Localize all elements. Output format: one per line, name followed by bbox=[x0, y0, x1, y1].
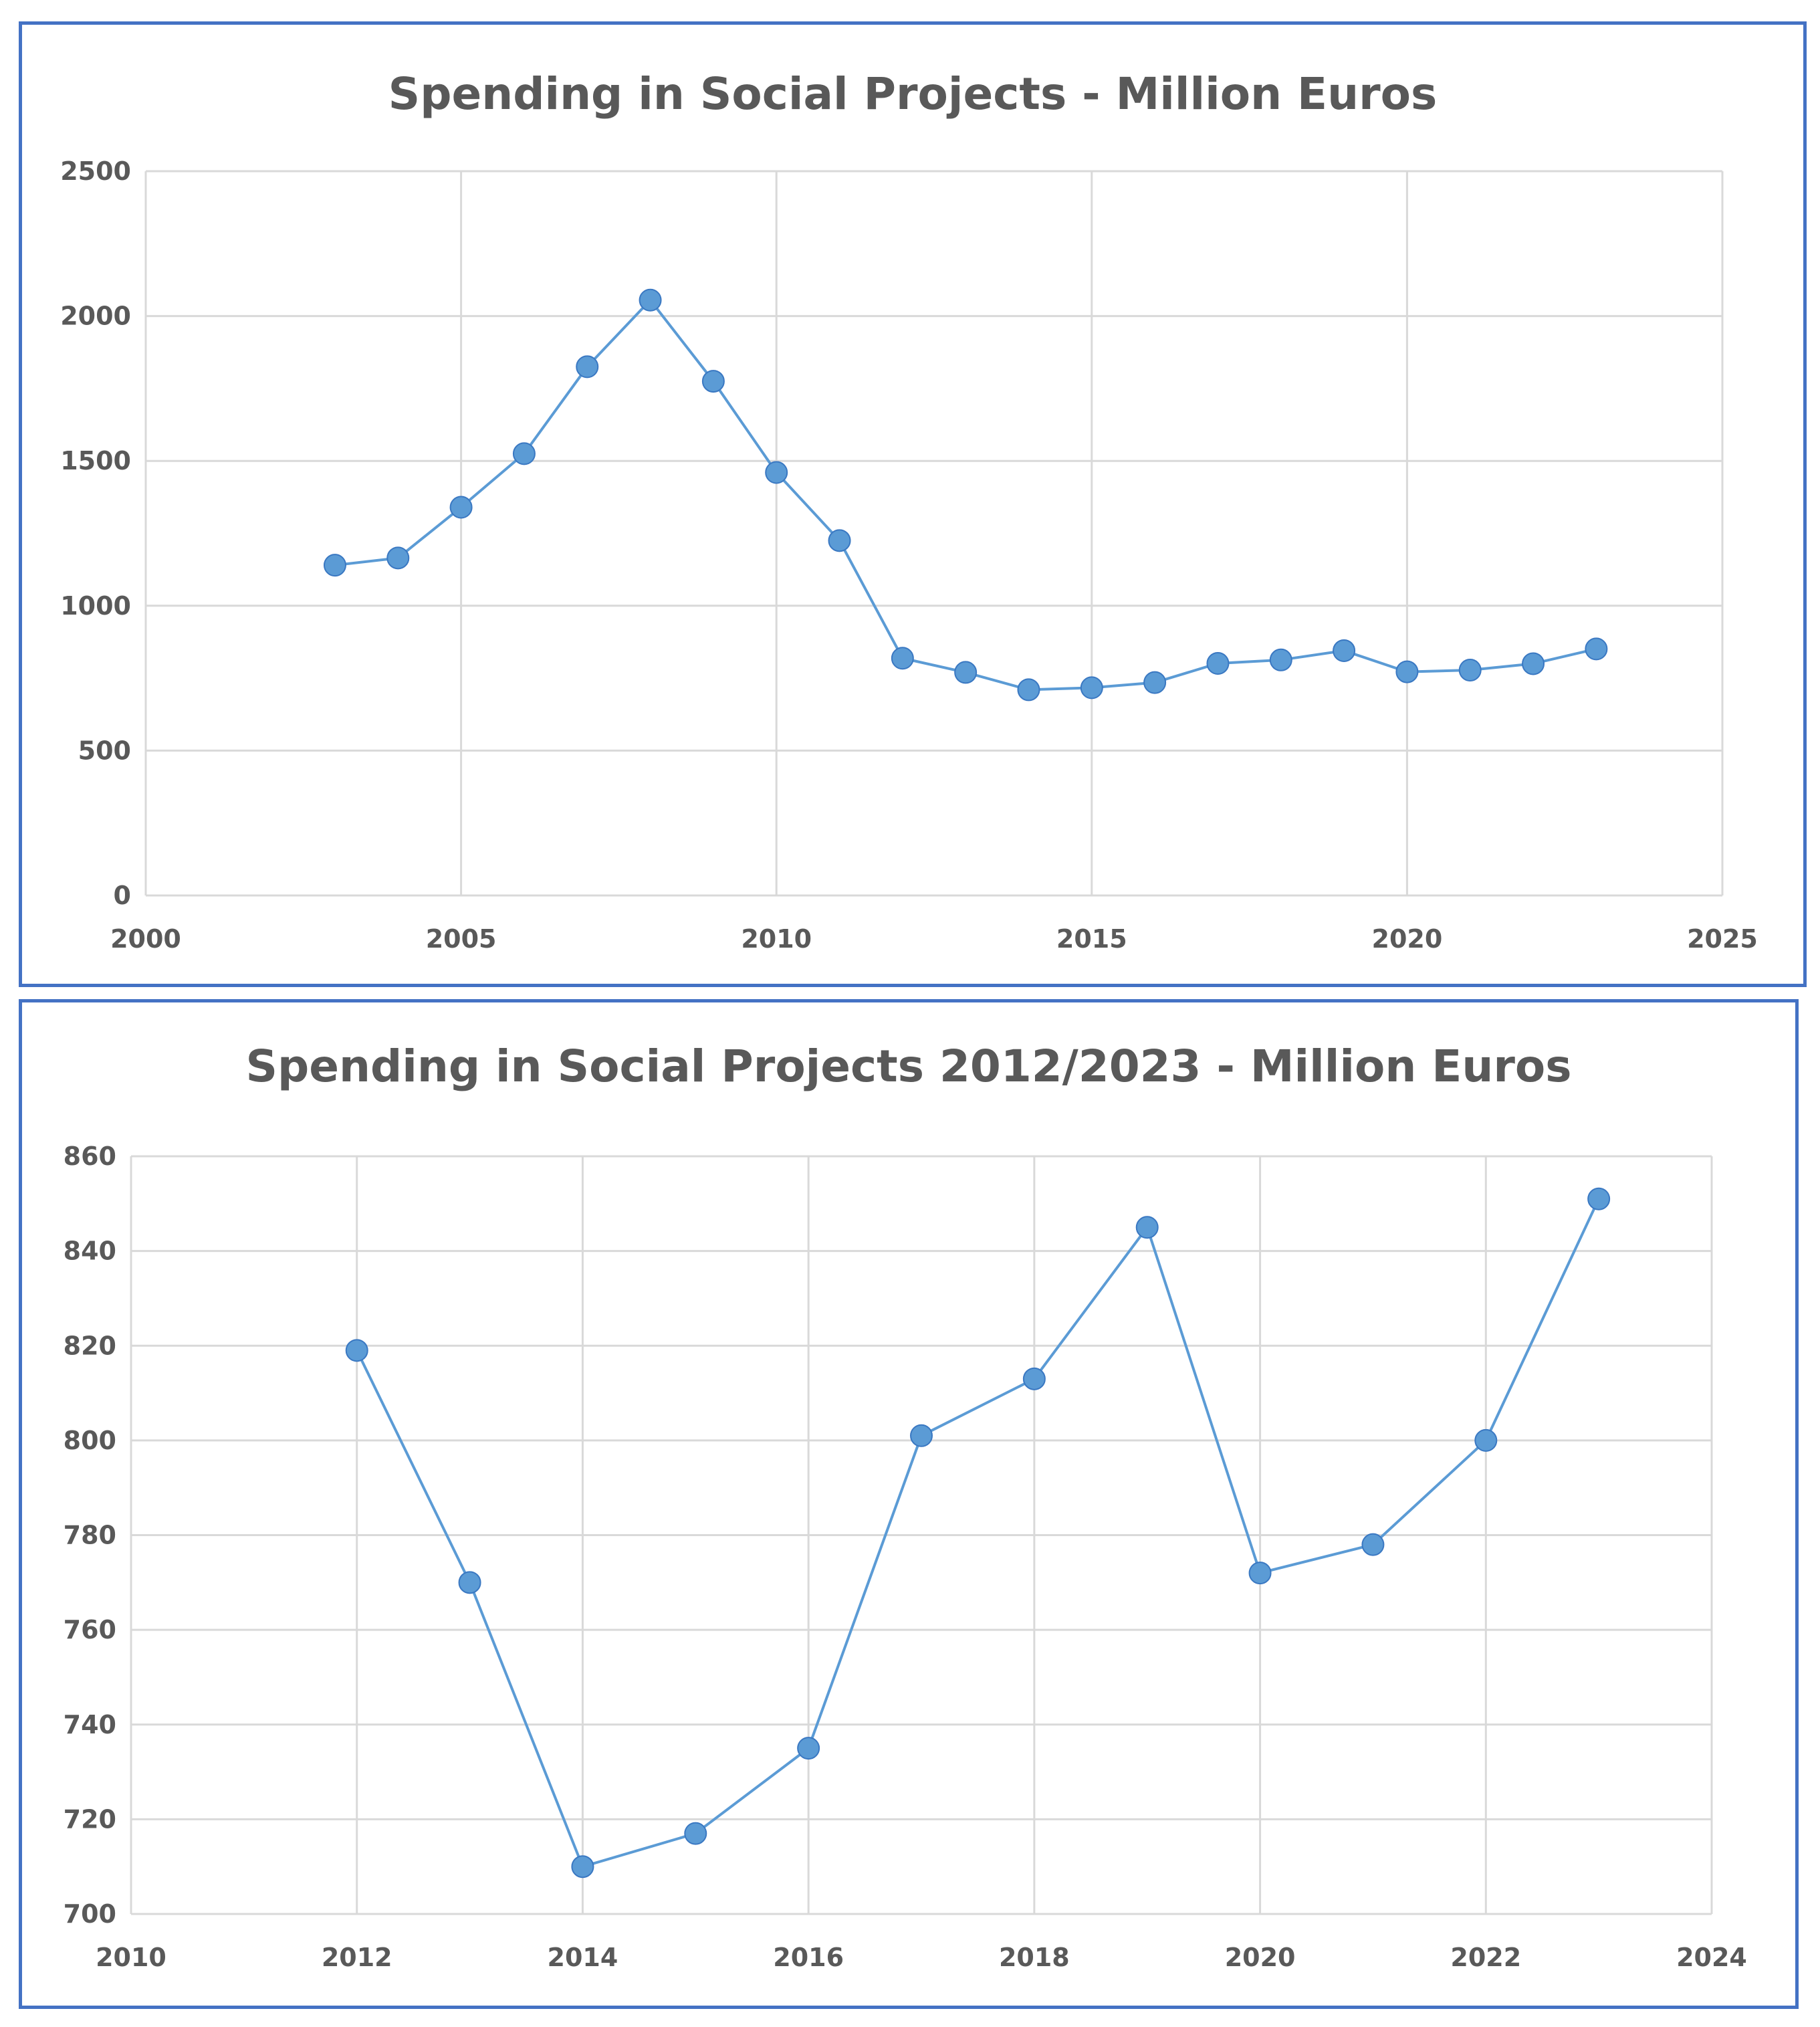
x-tick-label: 2000 bbox=[110, 924, 181, 954]
data-point bbox=[1474, 1428, 1498, 1452]
data-point bbox=[1361, 1533, 1385, 1556]
data-point bbox=[765, 461, 788, 484]
y-tick-label: 780 bbox=[64, 1521, 116, 1550]
y-tick-label: 820 bbox=[64, 1331, 116, 1360]
y-tick-label: 760 bbox=[64, 1615, 116, 1644]
y-tick-label: 0 bbox=[114, 881, 131, 910]
data-point bbox=[701, 370, 725, 393]
data-point bbox=[345, 1339, 368, 1362]
y-tick-label: 2500 bbox=[60, 156, 131, 186]
chart-svg-2012-2023: Spending in Social Projects 2012/2023 - … bbox=[64, 1041, 1747, 1972]
data-point bbox=[1395, 660, 1419, 683]
x-tick-label: 2018 bbox=[999, 1943, 1070, 1972]
data-point bbox=[571, 1855, 594, 1879]
data-point bbox=[639, 288, 662, 312]
y-tick-label: 1000 bbox=[60, 591, 131, 621]
x-tick-label: 2025 bbox=[1687, 924, 1758, 954]
data-point bbox=[1022, 1367, 1046, 1390]
x-tick-label: 2016 bbox=[773, 1943, 844, 1972]
x-tick-label: 2010 bbox=[741, 924, 812, 954]
chart-panel-2012-2023: Spending in Social Projects 2012/2023 - … bbox=[19, 999, 1799, 2009]
chart-panel-full-period: Spending in Social Projects - Million Eu… bbox=[19, 21, 1807, 987]
x-tick-label: 2010 bbox=[96, 1943, 166, 1972]
data-point bbox=[449, 496, 473, 519]
data-point bbox=[1143, 671, 1167, 694]
data-point bbox=[1522, 652, 1545, 675]
y-tick-label: 720 bbox=[64, 1804, 116, 1834]
data-point bbox=[1080, 676, 1103, 700]
data-point bbox=[954, 661, 978, 684]
x-tick-label: 2014 bbox=[548, 1943, 618, 1972]
data-point bbox=[323, 554, 346, 577]
data-point bbox=[797, 1737, 820, 1760]
y-tick-label: 700 bbox=[64, 1899, 116, 1929]
data-point bbox=[576, 355, 599, 379]
data-point bbox=[458, 1571, 481, 1594]
data-point bbox=[1458, 658, 1482, 681]
data-point bbox=[386, 546, 410, 570]
data-point bbox=[891, 647, 914, 670]
data-point bbox=[1585, 637, 1608, 661]
y-tick-label: 2000 bbox=[60, 302, 131, 331]
data-point bbox=[828, 529, 851, 552]
y-tick-label: 860 bbox=[64, 1142, 116, 1171]
gridlines bbox=[144, 170, 1724, 897]
x-tick-label: 2012 bbox=[322, 1943, 392, 1972]
y-tick-label: 840 bbox=[64, 1237, 116, 1266]
data-point bbox=[1017, 678, 1040, 702]
y-tick-label: 500 bbox=[78, 736, 131, 765]
x-tick-label: 2022 bbox=[1450, 1943, 1521, 1972]
chart-title: Spending in Social Projects - Million Eu… bbox=[388, 68, 1438, 120]
y-tick-label: 1500 bbox=[60, 446, 131, 475]
x-tick-label: 2005 bbox=[426, 924, 497, 954]
y-tick-label: 740 bbox=[64, 1710, 116, 1739]
data-point bbox=[910, 1424, 933, 1447]
data-point bbox=[1206, 652, 1230, 675]
data-point bbox=[1333, 639, 1356, 662]
chart-svg-full-period: Spending in Social Projects - Million Eu… bbox=[60, 68, 1758, 954]
data-point bbox=[512, 442, 536, 465]
series-line bbox=[355, 1198, 1600, 1869]
data-point bbox=[1248, 1562, 1272, 1585]
data-point bbox=[1135, 1216, 1159, 1239]
data-point bbox=[684, 1822, 707, 1845]
x-tick-label: 2024 bbox=[1676, 1943, 1747, 1972]
x-tick-label: 2020 bbox=[1372, 924, 1443, 954]
x-tick-label: 2015 bbox=[1056, 924, 1127, 954]
y-tick-label: 800 bbox=[64, 1426, 116, 1455]
gridlines bbox=[130, 1155, 1713, 1915]
data-point bbox=[1269, 648, 1292, 671]
x-tick-label: 2020 bbox=[1225, 1943, 1296, 1972]
chart-title: Spending in Social Projects 2012/2023 - … bbox=[245, 1041, 1571, 1092]
data-point bbox=[1587, 1187, 1611, 1210]
